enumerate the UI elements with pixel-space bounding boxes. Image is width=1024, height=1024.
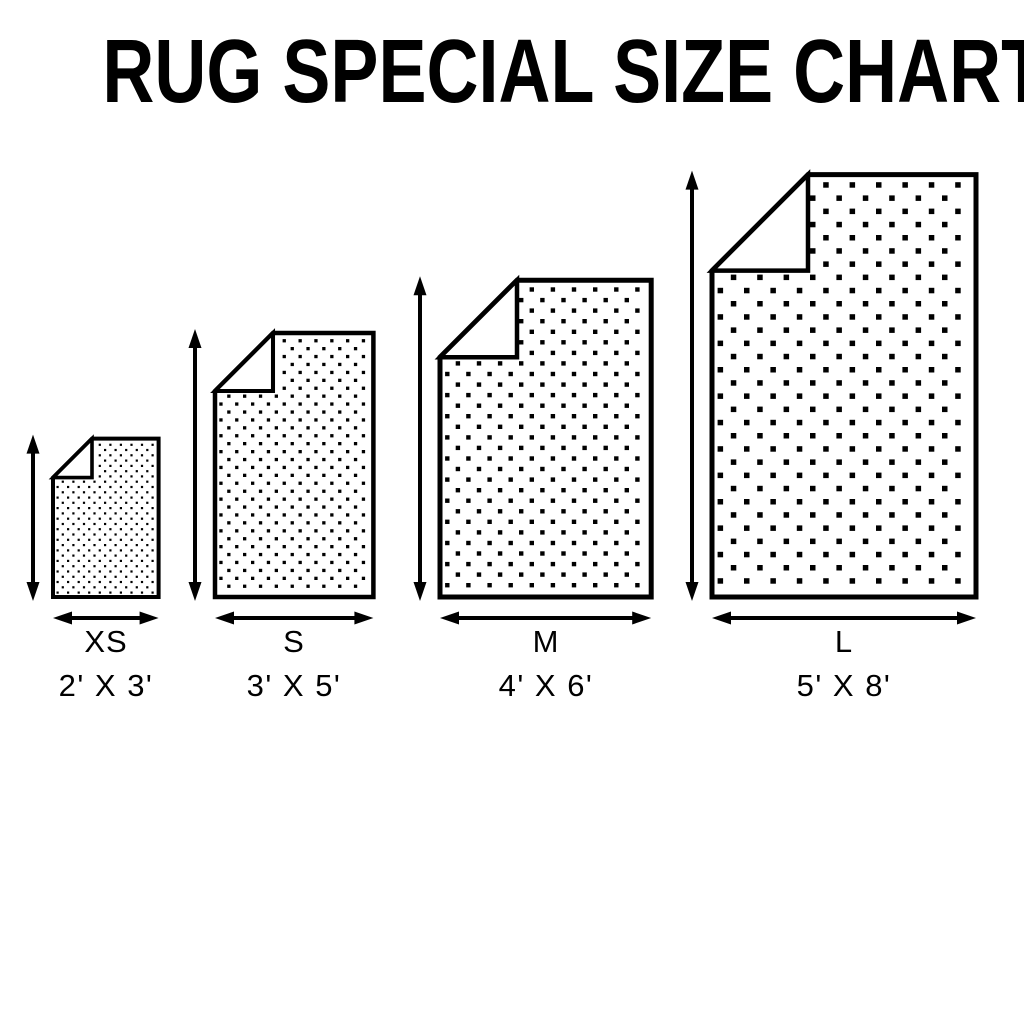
arrowhead-left-icon [53, 611, 72, 625]
rug-xs-width-arrow [53, 611, 159, 625]
rug-xs-fold-corner-icon [48, 434, 94, 480]
rug-xs-size-label: XS [84, 624, 128, 659]
rug-s-dot-pattern [219, 339, 366, 588]
rug-s-size-label: S [283, 624, 305, 659]
page-title: RUG SPECIAL SIZE CHART [102, 22, 1024, 122]
arrowhead-down-icon [685, 582, 699, 601]
arrowhead-down-icon [26, 582, 40, 601]
rug-m-width-arrow [440, 611, 652, 625]
rug-m-size-label: M [532, 624, 560, 659]
arrowhead-up-icon [26, 434, 40, 454]
rug-group-s [188, 328, 376, 625]
arrowhead-right-icon [957, 611, 976, 625]
rug-group-xs [26, 434, 161, 625]
rug-m-dot-pattern [445, 287, 640, 588]
rug-s-fold-corner-icon [210, 328, 276, 394]
rug-s-dimensions-label: 3' X 5' [246, 668, 342, 703]
rug-l-width-arrow [712, 611, 976, 625]
rug-s-height-arrow [188, 329, 202, 601]
arrowhead-right-icon [139, 611, 159, 625]
rug-xs-dimensions-label: 2' X 3' [58, 668, 154, 703]
arrowhead-right-icon [632, 611, 652, 625]
rug-l-size-label: L [834, 624, 854, 659]
arrowhead-left-icon [215, 611, 234, 625]
arrowhead-down-icon [188, 582, 202, 601]
rug-m-fold-corner-icon [434, 274, 520, 360]
arrowhead-right-icon [354, 611, 374, 625]
rug-xs-dot-pattern [56, 443, 154, 594]
arrowhead-left-icon [712, 611, 731, 625]
arrowhead-left-icon [440, 611, 459, 625]
arrowhead-up-icon [685, 170, 699, 190]
rug-s-width-arrow [215, 611, 374, 625]
rug-m-height-arrow [413, 276, 427, 601]
rug-l-dimensions-label: 5' X 8' [796, 668, 892, 703]
rug-l-fold-corner-icon [706, 169, 811, 273]
arrowhead-down-icon [413, 582, 427, 601]
rug-m-dimensions-label: 4' X 6' [498, 668, 594, 703]
rug-group-l [685, 169, 979, 625]
arrowhead-up-icon [413, 276, 427, 296]
arrowhead-up-icon [188, 329, 202, 348]
rug-l-height-arrow [685, 170, 699, 601]
rug-xs-height-arrow [26, 434, 40, 601]
rug-l-dot-pattern [717, 182, 961, 584]
rug-group-m [413, 274, 654, 625]
